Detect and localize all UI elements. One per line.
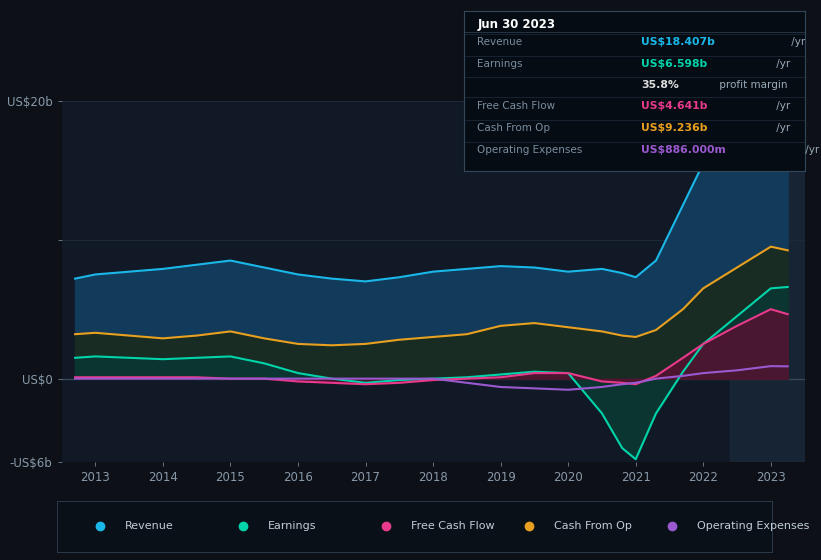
Text: profit margin: profit margin: [716, 80, 787, 90]
Text: Free Cash Flow: Free Cash Flow: [478, 101, 556, 110]
Text: Earnings: Earnings: [478, 59, 523, 69]
Text: /yr: /yr: [773, 101, 791, 110]
Text: /yr: /yr: [787, 37, 805, 46]
Text: /yr: /yr: [802, 145, 819, 155]
Text: Jun 30 2023: Jun 30 2023: [478, 17, 556, 31]
Text: Operating Expenses: Operating Expenses: [697, 521, 810, 531]
Bar: [731, 101, 805, 462]
Text: US$4.641b: US$4.641b: [641, 101, 708, 110]
Text: Cash From Op: Cash From Op: [554, 521, 632, 531]
Text: /yr: /yr: [773, 59, 791, 69]
Text: 35.8%: 35.8%: [641, 80, 679, 90]
Text: Revenue: Revenue: [478, 37, 523, 46]
Text: Cash From Op: Cash From Op: [478, 123, 551, 133]
Text: US$18.407b: US$18.407b: [641, 37, 715, 46]
Text: /yr: /yr: [773, 123, 791, 133]
Text: US$6.598b: US$6.598b: [641, 59, 707, 69]
Text: US$886.000m: US$886.000m: [641, 145, 726, 155]
Text: US$9.236b: US$9.236b: [641, 123, 708, 133]
Text: Free Cash Flow: Free Cash Flow: [411, 521, 495, 531]
Text: Earnings: Earnings: [268, 521, 317, 531]
Text: Revenue: Revenue: [126, 521, 174, 531]
Text: Operating Expenses: Operating Expenses: [478, 145, 583, 155]
